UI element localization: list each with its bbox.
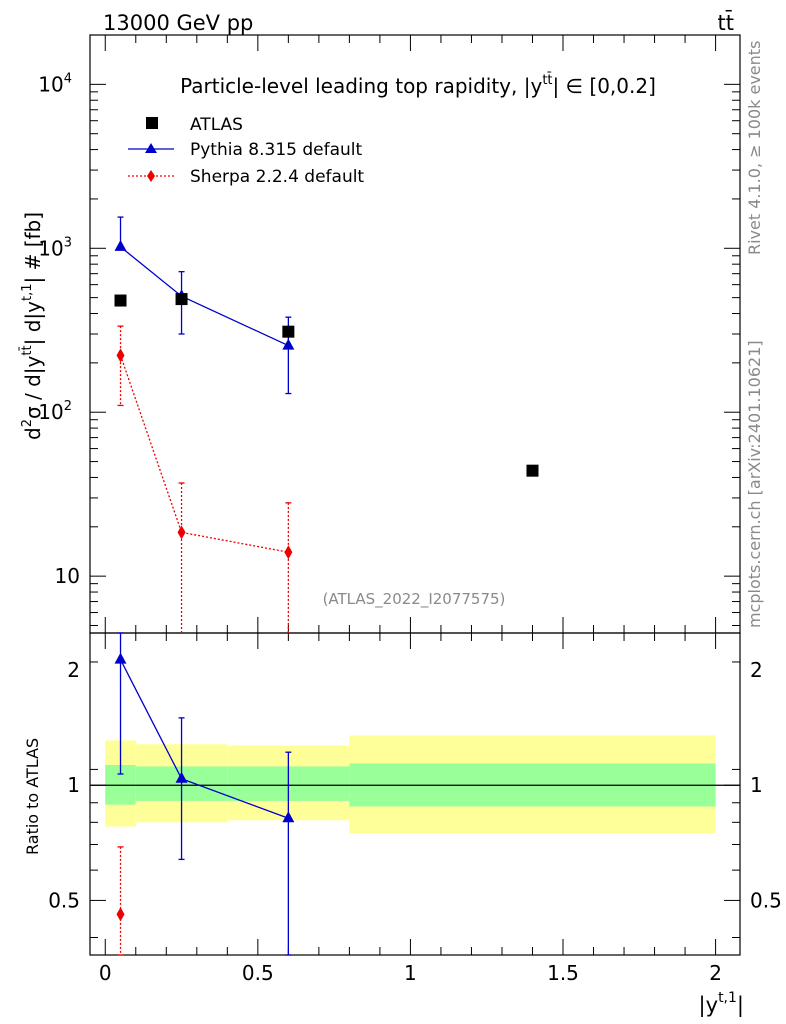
dynamic-layer: 10 102 103 104 0 0.5 1 1.5 2 0.5 0.5 1 1 2 2 — [38, 34, 782, 985]
main-y-tick-label: 10 — [55, 564, 80, 588]
pythia-point — [114, 239, 127, 251]
legend-pythia-label: Pythia 8.315 default — [190, 140, 363, 160]
atlas-point — [282, 325, 295, 338]
pythia-ratio-point — [114, 652, 127, 664]
legend-sherpa-marker — [147, 170, 155, 182]
pythia-ratio-point — [175, 771, 188, 783]
ratio-frame — [89, 632, 741, 956]
energy-label: 13000 GeV pp — [103, 11, 253, 35]
ratio-y-tick-label-right: 1 — [750, 773, 763, 797]
sherpa-ratio-point — [116, 907, 125, 922]
legend-pythia-marker — [145, 143, 157, 153]
sherpa-point — [284, 545, 293, 560]
pythia-ratio-point — [282, 811, 295, 823]
ratio-bands — [90, 735, 740, 834]
sherpa-point — [116, 348, 125, 363]
ratio-y-tick-label: 0.5 — [48, 888, 80, 912]
ratio-y-label: Ratio to ATLAS — [23, 738, 42, 855]
rivet-label: Rivet 4.1.0, ≥ 100k events — [745, 41, 764, 255]
ratio-y-tick-label: 1 — [67, 773, 80, 797]
legend-atlas-marker — [146, 117, 158, 129]
main-y-tick-label: 102 — [38, 399, 72, 424]
atlas-point — [526, 464, 539, 477]
sherpa-point — [177, 525, 186, 540]
analysis-label: (ATLAS_2022_I2077575) — [323, 590, 506, 609]
x-tick-label: 0.5 — [242, 961, 274, 985]
legend-atlas-label: ATLAS — [190, 115, 243, 135]
x-tick-label: 2 — [709, 961, 722, 985]
x-axis-label: |yt,1| — [699, 990, 744, 1018]
ratio-y-tick-label-right: 2 — [750, 658, 763, 682]
main-y-label: d2σ / d|ytt̄| d|yt,1| # [fb] — [20, 212, 45, 440]
atlas-point — [175, 293, 188, 306]
legend: ATLAS Pythia 8.315 default Sherpa 2.2.4 … — [128, 115, 364, 187]
atlas-point — [114, 294, 127, 307]
main-frame — [89, 34, 741, 634]
ratio-panel: Ratio to ATLAS |yt,1| — [23, 632, 744, 1018]
mcplots-label: mcplots.cern.ch [arXiv:2401.10621] — [745, 340, 764, 628]
sherpa-line — [119, 355, 289, 553]
x-tick-label: 1.5 — [547, 961, 579, 985]
main-panel: Particle-level leading top rapidity, |yt… — [20, 34, 741, 634]
pythia-point — [282, 338, 295, 350]
ratio-y-tick-label: 2 — [67, 658, 80, 682]
x-tick-label: 0 — [99, 961, 112, 985]
main-y-tick-label: 103 — [38, 235, 72, 260]
ratio-y-tick-label-right: 0.5 — [750, 888, 782, 912]
x-tick-label: 1 — [404, 961, 417, 985]
pythia-line — [120, 246, 289, 347]
process-label: tt̄ — [718, 10, 734, 35]
main-y-tick-label: 104 — [38, 71, 72, 96]
legend-sherpa-label: Sherpa 2.2.4 default — [190, 167, 364, 187]
main-title: Particle-level leading top rapidity, |yt… — [180, 73, 656, 98]
